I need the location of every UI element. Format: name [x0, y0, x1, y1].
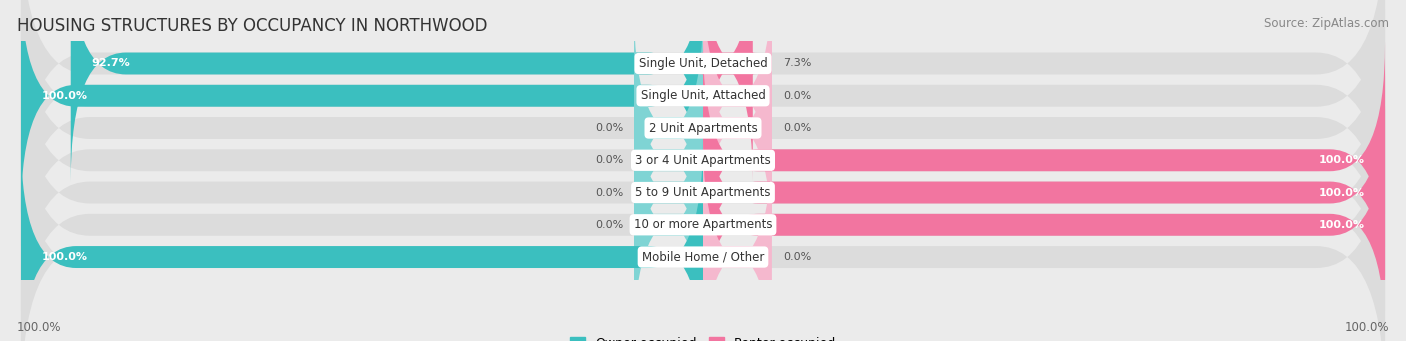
Text: 0.0%: 0.0%: [595, 123, 623, 133]
Text: 0.0%: 0.0%: [783, 252, 811, 262]
FancyBboxPatch shape: [703, 42, 1385, 278]
FancyBboxPatch shape: [21, 139, 703, 341]
Legend: Owner-occupied, Renter-occupied: Owner-occupied, Renter-occupied: [569, 337, 837, 341]
Text: 7.3%: 7.3%: [783, 59, 811, 69]
Text: 100.0%: 100.0%: [17, 321, 62, 334]
Text: 100.0%: 100.0%: [42, 252, 87, 262]
Text: Single Unit, Attached: Single Unit, Attached: [641, 89, 765, 102]
FancyBboxPatch shape: [21, 10, 1385, 311]
FancyBboxPatch shape: [703, 10, 772, 246]
FancyBboxPatch shape: [70, 0, 703, 181]
FancyBboxPatch shape: [21, 74, 1385, 341]
Text: 100.0%: 100.0%: [1319, 155, 1364, 165]
Text: 100.0%: 100.0%: [1319, 220, 1364, 230]
FancyBboxPatch shape: [21, 0, 1385, 246]
FancyBboxPatch shape: [703, 74, 1385, 311]
FancyBboxPatch shape: [634, 74, 703, 311]
Text: 100.0%: 100.0%: [1319, 188, 1364, 197]
Text: Mobile Home / Other: Mobile Home / Other: [641, 251, 765, 264]
Text: HOUSING STRUCTURES BY OCCUPANCY IN NORTHWOOD: HOUSING STRUCTURES BY OCCUPANCY IN NORTH…: [17, 17, 488, 35]
FancyBboxPatch shape: [634, 42, 703, 278]
FancyBboxPatch shape: [703, 139, 772, 341]
Text: 0.0%: 0.0%: [783, 91, 811, 101]
FancyBboxPatch shape: [634, 107, 703, 341]
FancyBboxPatch shape: [21, 107, 1385, 341]
Text: 10 or more Apartments: 10 or more Apartments: [634, 218, 772, 231]
Text: Single Unit, Detached: Single Unit, Detached: [638, 57, 768, 70]
FancyBboxPatch shape: [703, 107, 1385, 341]
Text: 0.0%: 0.0%: [595, 155, 623, 165]
FancyBboxPatch shape: [634, 10, 703, 246]
Text: 0.0%: 0.0%: [595, 220, 623, 230]
FancyBboxPatch shape: [21, 0, 703, 214]
FancyBboxPatch shape: [697, 0, 758, 181]
Text: 0.0%: 0.0%: [783, 123, 811, 133]
Text: 92.7%: 92.7%: [91, 59, 131, 69]
Text: 100.0%: 100.0%: [42, 91, 87, 101]
Text: 5 to 9 Unit Apartments: 5 to 9 Unit Apartments: [636, 186, 770, 199]
Text: 100.0%: 100.0%: [1344, 321, 1389, 334]
FancyBboxPatch shape: [21, 0, 1385, 214]
FancyBboxPatch shape: [21, 42, 1385, 341]
Text: 3 or 4 Unit Apartments: 3 or 4 Unit Apartments: [636, 154, 770, 167]
FancyBboxPatch shape: [703, 0, 772, 214]
FancyBboxPatch shape: [21, 0, 1385, 278]
Text: Source: ZipAtlas.com: Source: ZipAtlas.com: [1264, 17, 1389, 30]
Text: 0.0%: 0.0%: [595, 188, 623, 197]
Text: 2 Unit Apartments: 2 Unit Apartments: [648, 121, 758, 134]
